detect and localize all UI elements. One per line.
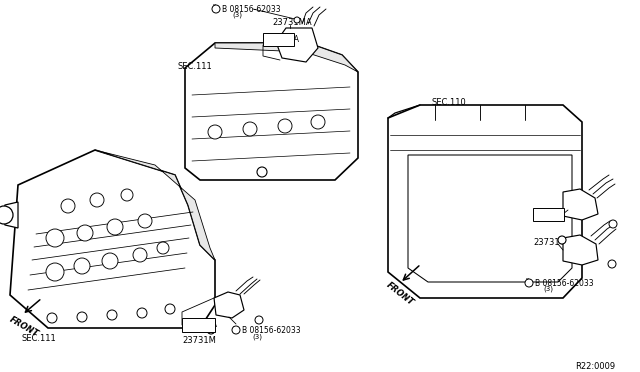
Text: B: B	[212, 4, 216, 10]
Circle shape	[46, 229, 64, 247]
Circle shape	[165, 304, 175, 314]
Circle shape	[212, 5, 220, 13]
Text: 23731T: 23731T	[533, 238, 564, 247]
Circle shape	[208, 125, 222, 139]
Text: SEC.111: SEC.111	[178, 62, 212, 71]
Circle shape	[278, 119, 292, 133]
Circle shape	[90, 193, 104, 207]
Circle shape	[46, 263, 64, 281]
Polygon shape	[563, 235, 598, 265]
Circle shape	[232, 326, 240, 334]
Polygon shape	[2, 202, 18, 228]
Circle shape	[133, 248, 147, 262]
FancyBboxPatch shape	[262, 32, 294, 45]
Circle shape	[137, 308, 147, 318]
Circle shape	[608, 260, 616, 268]
Polygon shape	[214, 292, 244, 318]
Circle shape	[77, 225, 93, 241]
Circle shape	[558, 236, 566, 244]
Circle shape	[47, 313, 57, 323]
Text: SEC.110: SEC.110	[432, 98, 467, 107]
Text: B: B	[525, 279, 529, 283]
Text: 23731M: 23731M	[182, 336, 216, 345]
Circle shape	[0, 206, 13, 224]
Text: R22:0009: R22:0009	[575, 362, 615, 371]
Circle shape	[102, 253, 118, 269]
Circle shape	[121, 189, 133, 201]
Circle shape	[609, 220, 617, 228]
Text: 22100E: 22100E	[535, 210, 564, 219]
Circle shape	[61, 199, 75, 213]
Text: (3): (3)	[543, 286, 553, 292]
Text: (3): (3)	[252, 333, 262, 340]
Polygon shape	[10, 150, 215, 328]
Circle shape	[311, 115, 325, 129]
Circle shape	[77, 312, 87, 322]
Text: B 08156-62033: B 08156-62033	[242, 326, 301, 335]
Circle shape	[207, 326, 215, 334]
Text: FRONT: FRONT	[385, 280, 416, 307]
FancyBboxPatch shape	[182, 317, 214, 331]
Polygon shape	[388, 105, 582, 298]
Text: FRONT: FRONT	[8, 315, 40, 339]
Text: B: B	[232, 326, 236, 330]
Text: 23731MA: 23731MA	[272, 18, 312, 27]
Polygon shape	[185, 43, 358, 180]
Text: (3): (3)	[232, 12, 242, 19]
Text: B 08156-62033: B 08156-62033	[222, 5, 280, 14]
Circle shape	[525, 279, 533, 287]
FancyBboxPatch shape	[532, 208, 563, 221]
Polygon shape	[408, 155, 572, 282]
Polygon shape	[215, 43, 358, 72]
Circle shape	[107, 310, 117, 320]
Circle shape	[257, 167, 267, 177]
Text: SEC.111: SEC.111	[22, 334, 57, 343]
Text: 22100EA: 22100EA	[265, 35, 299, 44]
Polygon shape	[563, 189, 598, 220]
Text: 22100EA: 22100EA	[184, 320, 218, 329]
Circle shape	[294, 17, 300, 23]
Polygon shape	[95, 150, 215, 260]
Circle shape	[74, 258, 90, 274]
Circle shape	[157, 242, 169, 254]
Circle shape	[243, 122, 257, 136]
Circle shape	[138, 214, 152, 228]
Polygon shape	[276, 28, 318, 62]
Circle shape	[255, 316, 263, 324]
Text: B 08156-62033: B 08156-62033	[535, 279, 594, 288]
Circle shape	[107, 219, 123, 235]
